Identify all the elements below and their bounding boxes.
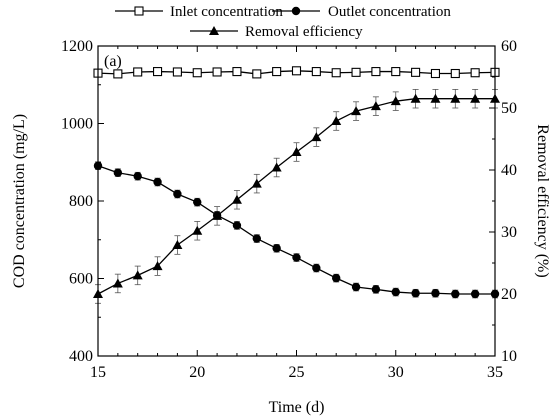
- data-point: [470, 289, 480, 299]
- data-point: [152, 261, 163, 271]
- data-point: [212, 210, 223, 220]
- legend-item-inlet-concentration: Inlet concentration: [115, 4, 283, 20]
- legend-label: Removal efficiency: [245, 24, 363, 40]
- data-point: [132, 270, 143, 280]
- data-point: [153, 177, 162, 187]
- data-point: [172, 240, 183, 250]
- data-point: [172, 67, 182, 77]
- data-point: [231, 194, 242, 204]
- data-point: [192, 68, 202, 78]
- data-point: [192, 225, 203, 235]
- data-point: [331, 116, 342, 126]
- data-point: [450, 68, 460, 79]
- x-tick-label: 25: [289, 364, 305, 381]
- data-point: [113, 168, 123, 177]
- y-right-tick-label: 60: [501, 38, 517, 55]
- data-point: [391, 287, 400, 297]
- y-left-tick-label: 400: [69, 348, 93, 365]
- data-point: [291, 66, 302, 76]
- data-point: [312, 263, 321, 273]
- x-tick-label: 20: [189, 364, 205, 381]
- data-point: [291, 147, 302, 157]
- data-point: [232, 67, 242, 77]
- data-point: [391, 67, 401, 77]
- y-left-tick-label: 1200: [61, 38, 93, 55]
- data-point: [212, 67, 222, 77]
- series-inlet-concentration: [93, 66, 500, 79]
- legend-marker: [209, 26, 219, 35]
- data-point: [430, 68, 441, 79]
- legend-label: Outlet concentration: [328, 4, 451, 20]
- data-point: [311, 132, 322, 142]
- data-point: [272, 244, 281, 253]
- data-point: [470, 68, 480, 78]
- y-right-axis-title: Removal efficiency (%): [534, 124, 550, 277]
- y-left-tick-label: 600: [69, 271, 93, 288]
- data-point: [173, 189, 182, 199]
- data-point: [371, 67, 381, 77]
- data-point: [431, 289, 440, 298]
- series-outlet-concentration: [93, 161, 500, 299]
- legend-item-outlet-concentration: Outlet concentration: [272, 4, 451, 20]
- data-point: [232, 221, 242, 230]
- legend-item-removal-efficiency: Removal efficiency: [190, 24, 363, 40]
- legend-label: Inlet concentration: [170, 4, 283, 20]
- data-point: [112, 278, 123, 288]
- series-removal-efficiency: [93, 89, 500, 304]
- data-point: [311, 67, 321, 77]
- data-point: [331, 68, 341, 78]
- data-point: [470, 93, 481, 103]
- x-axis-title: Time (d): [269, 399, 325, 416]
- data-point: [370, 101, 381, 111]
- legend-marker: [134, 6, 144, 16]
- y-left-tick-label: 800: [69, 193, 93, 210]
- y-right-tick-label: 40: [501, 162, 517, 179]
- data-point: [292, 253, 301, 262]
- data-point: [430, 93, 441, 103]
- data-point: [332, 273, 341, 283]
- y-left-tick-label: 1000: [61, 116, 93, 133]
- data-point: [351, 67, 361, 77]
- data-point: [390, 96, 401, 106]
- y-right-tick-label: 10: [501, 348, 517, 365]
- data-point: [371, 285, 381, 294]
- x-tick-label: 35: [487, 364, 503, 381]
- legend-marker: [291, 6, 301, 16]
- data-point: [252, 69, 262, 79]
- data-point: [451, 289, 460, 299]
- data-point: [153, 67, 163, 77]
- data-point: [133, 67, 143, 77]
- data-point: [252, 234, 261, 243]
- data-point: [271, 162, 282, 172]
- x-tick-label: 15: [90, 364, 106, 381]
- y-left-axis-title: COD concentration (mg/L): [11, 114, 28, 288]
- y-right-tick-label: 20: [501, 286, 517, 303]
- data-point: [411, 67, 421, 77]
- data-point: [113, 69, 123, 79]
- data-point: [351, 106, 362, 116]
- y-right-tick-label: 30: [501, 224, 517, 241]
- data-point: [411, 289, 420, 298]
- data-point: [351, 282, 361, 292]
- data-point: [251, 178, 262, 188]
- data-point: [272, 67, 282, 77]
- panel-label: (a): [104, 53, 122, 70]
- data-point: [133, 172, 142, 181]
- data-point: [193, 197, 202, 207]
- data-point: [450, 93, 461, 103]
- y-right-tick-label: 50: [501, 100, 517, 117]
- data-point: [410, 93, 421, 103]
- x-tick-label: 30: [388, 364, 404, 381]
